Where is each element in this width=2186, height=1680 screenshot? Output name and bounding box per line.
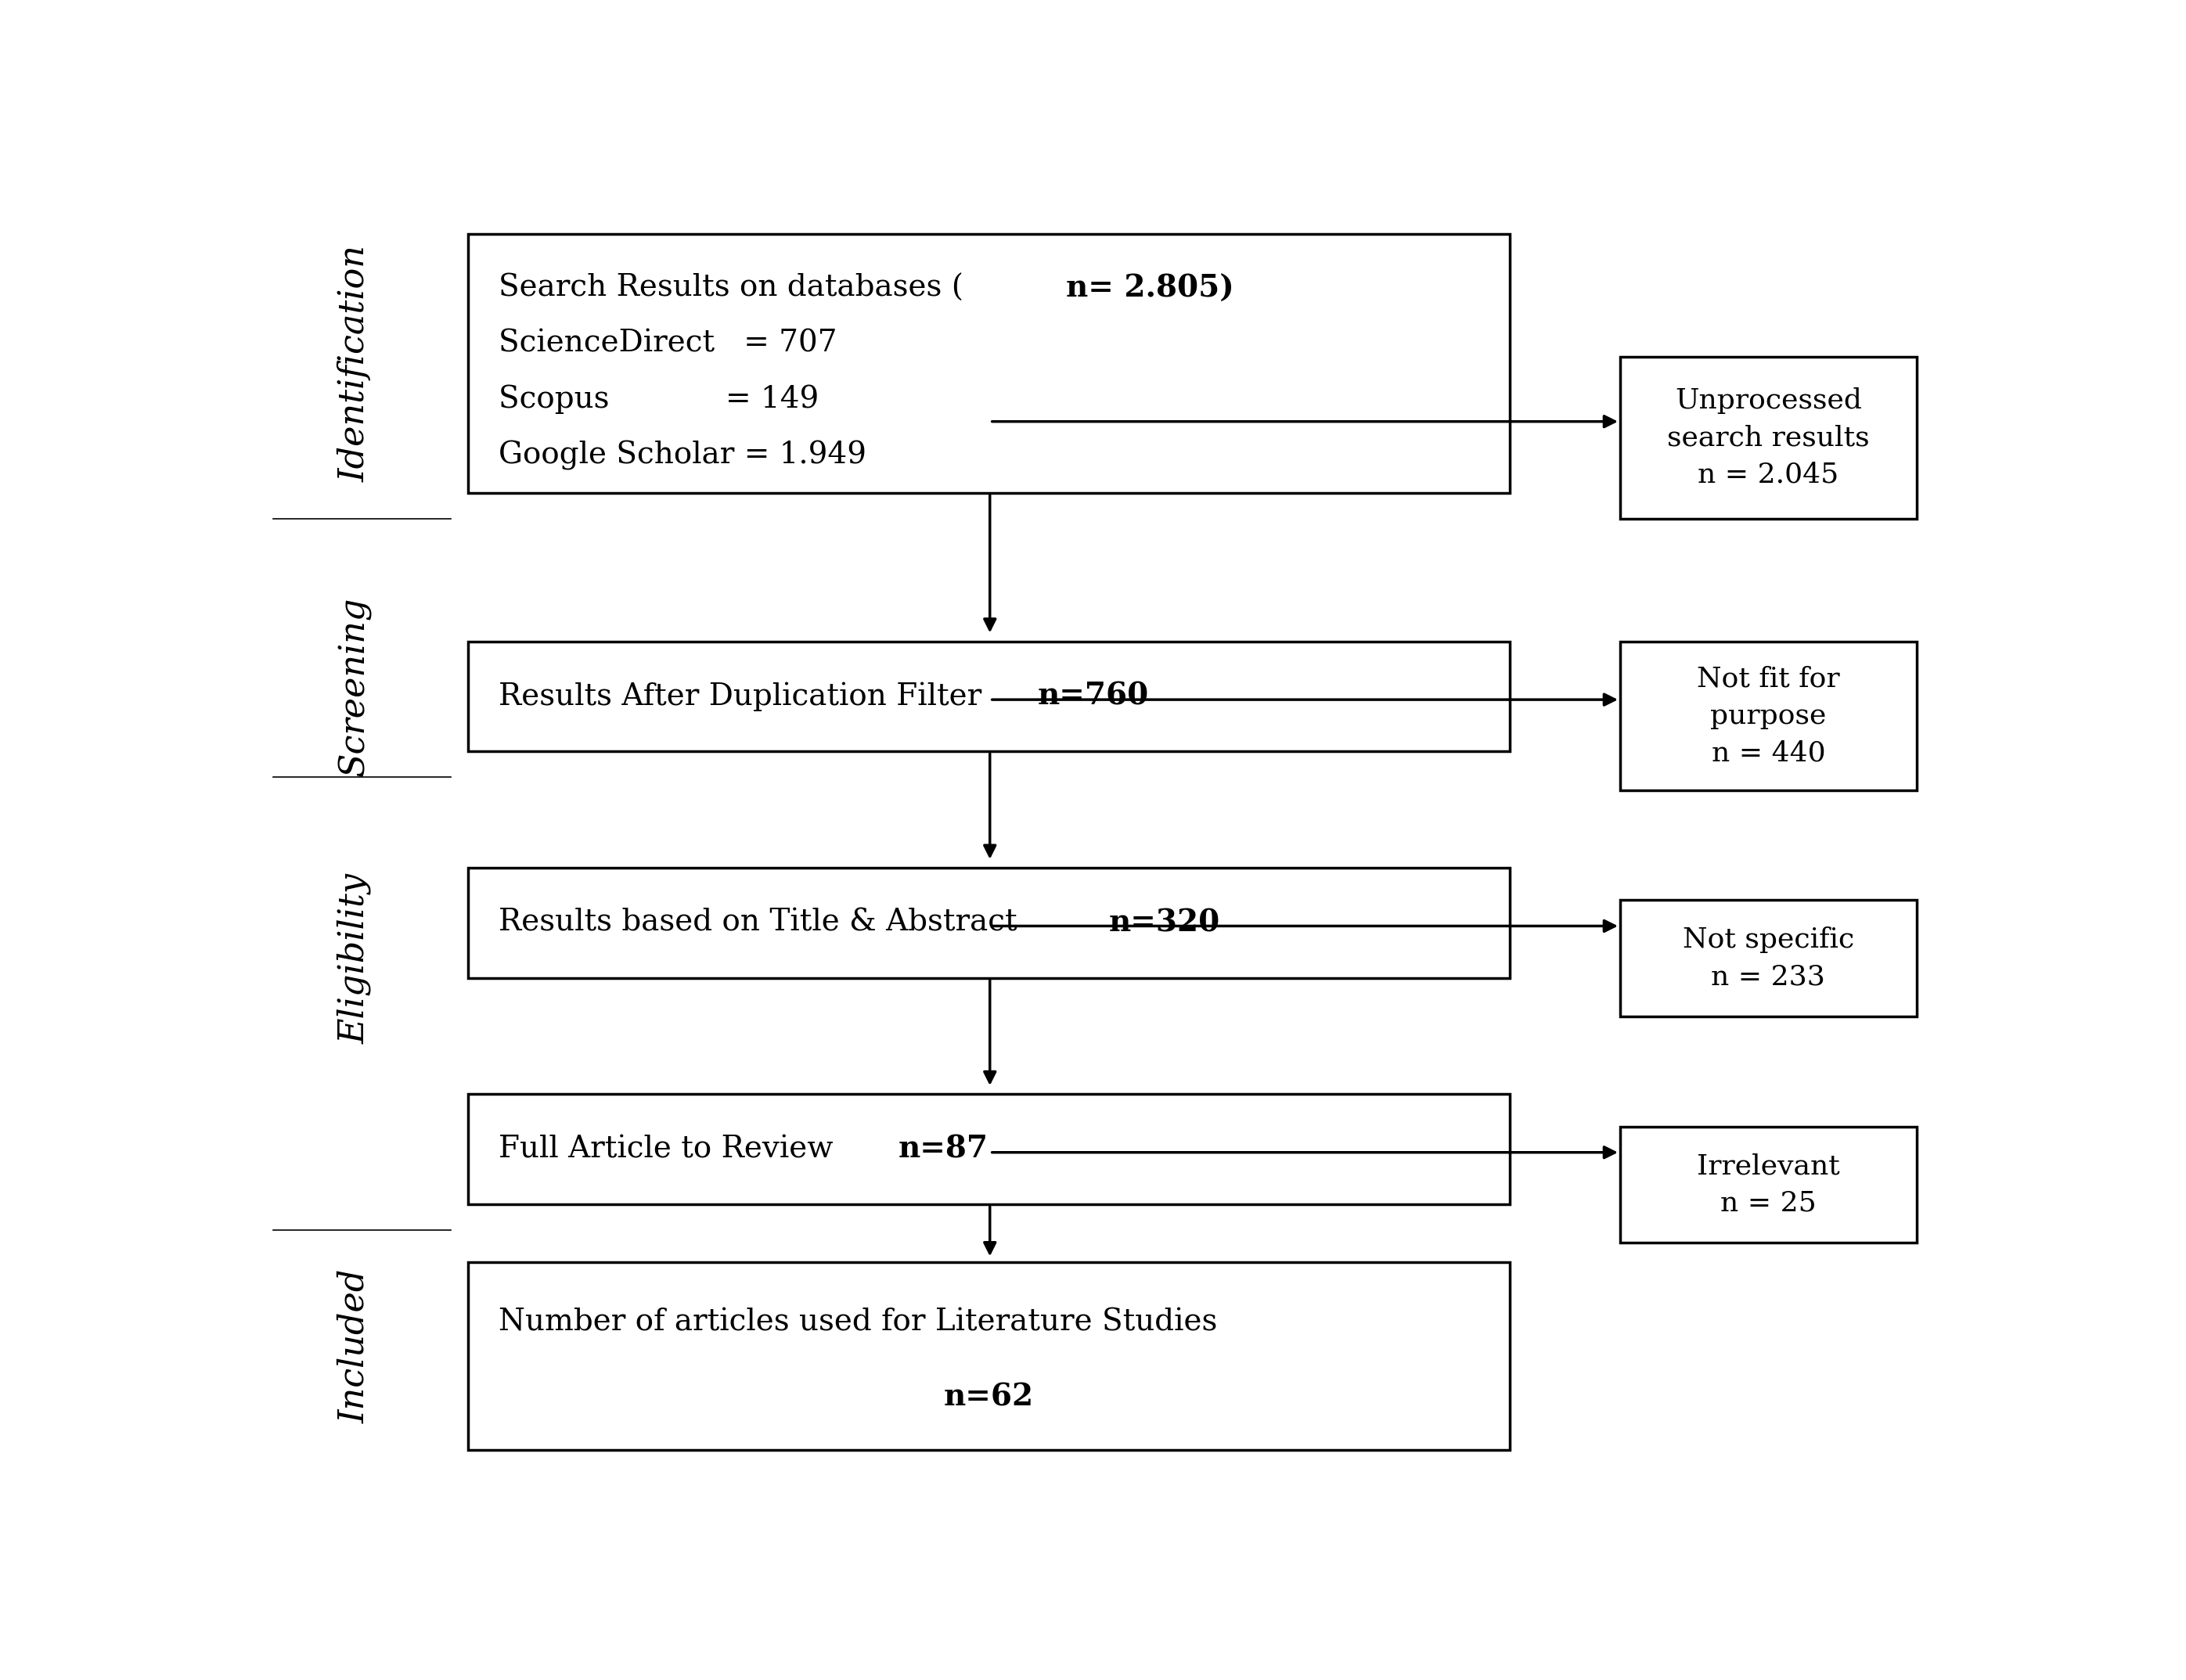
Text: Unprocessed
search results
n = 2.045: Unprocessed search results n = 2.045 xyxy=(1668,386,1869,489)
Text: Irrelevant
n = 25: Irrelevant n = 25 xyxy=(1696,1152,1841,1216)
Text: n=320: n=320 xyxy=(1108,907,1220,937)
Text: Results based on Title & Abstract: Results based on Title & Abstract xyxy=(498,909,1027,937)
Bar xyxy=(1620,642,1917,790)
Text: ScienceDirect   = 707: ScienceDirect = 707 xyxy=(498,329,837,358)
Text: Not specific
n = 233: Not specific n = 233 xyxy=(1683,926,1854,990)
Text: Search Results on databases (: Search Results on databases ( xyxy=(498,274,964,302)
Text: n=62: n=62 xyxy=(944,1383,1034,1413)
Text: n=760: n=760 xyxy=(1038,682,1148,711)
Text: Number of articles used for Literature Studies: Number of articles used for Literature S… xyxy=(498,1309,1218,1337)
Text: Included: Included xyxy=(337,1268,372,1423)
Bar xyxy=(468,869,1511,978)
Text: Results After Duplication Filter: Results After Duplication Filter xyxy=(498,682,992,711)
Bar xyxy=(1620,900,1917,1016)
Text: n=87: n=87 xyxy=(898,1134,988,1164)
Bar xyxy=(1620,1127,1917,1243)
Bar xyxy=(1620,356,1917,519)
Text: Screening: Screening xyxy=(337,596,372,776)
Bar xyxy=(468,1094,1511,1205)
Text: Eligibility: Eligibility xyxy=(337,874,372,1043)
Bar xyxy=(468,642,1511,751)
Bar xyxy=(468,1262,1511,1450)
Text: n= 2.805): n= 2.805) xyxy=(1067,274,1235,302)
Text: Full Article to Review: Full Article to Review xyxy=(498,1134,844,1164)
Text: Google Scholar = 1.949: Google Scholar = 1.949 xyxy=(498,440,866,470)
Text: Identification: Identification xyxy=(337,245,372,482)
Bar xyxy=(468,234,1511,492)
Text: Not fit for
purpose
n = 440: Not fit for purpose n = 440 xyxy=(1696,665,1841,766)
Text: Scopus            = 149: Scopus = 149 xyxy=(498,385,820,415)
